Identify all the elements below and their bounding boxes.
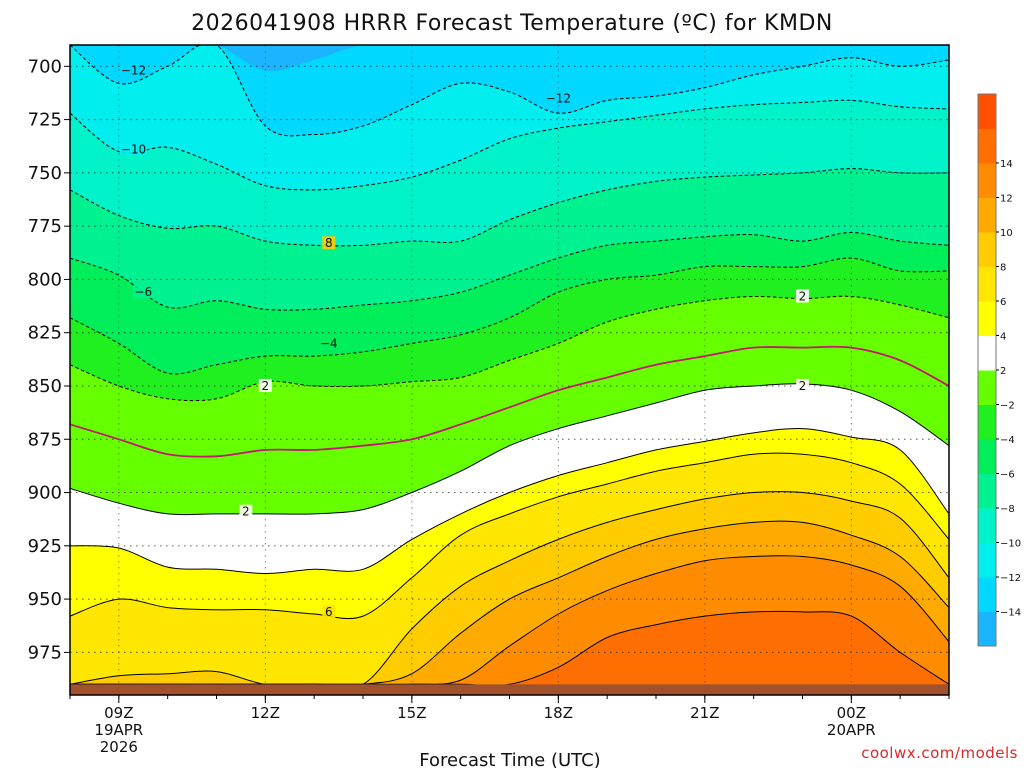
x-tick-year: 2026	[100, 738, 138, 756]
contour-label: 2	[242, 505, 250, 519]
y-tick-label: 925	[28, 536, 62, 557]
colorbar-swatch	[978, 439, 996, 474]
colorbar-swatch	[978, 473, 996, 509]
contour-label: −10	[121, 142, 146, 156]
contour-label-bg	[133, 285, 154, 299]
colorbar-label: −14	[1000, 608, 1021, 619]
isotherm-line	[70, 610, 949, 687]
isotherm-line	[70, 452, 949, 619]
band-fill	[70, 611, 949, 695]
colorbar-label: 12	[1000, 194, 1013, 205]
contour-label: 6	[325, 605, 333, 619]
isotherm-line	[70, 491, 949, 689]
temperature-fills	[70, 45, 949, 695]
contour-label: −12	[121, 64, 146, 78]
y-tick-label: 975	[28, 642, 62, 663]
y-tick-label: 775	[28, 216, 62, 237]
x-tick-label: 18Z	[544, 704, 573, 722]
colorbar-label: −12	[1000, 573, 1021, 584]
colorbar-label: 6	[1000, 297, 1006, 308]
y-tick-label: 900	[28, 483, 62, 504]
contour-label-bg	[258, 378, 272, 392]
x-tick-label: 12Z	[251, 704, 280, 722]
y-tick-label: 825	[28, 323, 62, 344]
contour-label-bg	[796, 289, 809, 303]
contour-label: 2	[799, 379, 807, 393]
isotherm-lines	[70, 45, 949, 689]
contour-label-bg	[119, 63, 147, 77]
x-tick-label: 09Z	[104, 704, 133, 722]
colorbar: −14 −12 −10 −8 −6 −4 −2 2 4 6 8 10 12 14	[977, 93, 1021, 647]
colorbar-label: 4	[1000, 332, 1006, 343]
colorbar-swatch	[978, 94, 996, 129]
contour-label: 8	[325, 236, 333, 250]
colorbar-label: −2	[1000, 401, 1015, 412]
y-tick-label: 750	[28, 163, 62, 184]
contour-label: −6	[134, 285, 152, 299]
isotherm-line	[70, 295, 949, 402]
contour-label-bg	[322, 604, 336, 618]
colorbar-swatch	[978, 266, 996, 302]
credit-text: coolwx.com/models	[861, 744, 1018, 762]
colorbar-swatch	[978, 404, 996, 440]
x-tick-label: 15Z	[397, 704, 426, 722]
isotherm-line	[70, 231, 949, 311]
contour-label: 2	[799, 289, 807, 303]
x-tick-date: 20APR	[827, 721, 876, 739]
colorbar-swatch	[978, 163, 996, 198]
x-tick-label: 00Z	[837, 704, 866, 722]
y-tick-label: 800	[28, 269, 62, 290]
contour-label-bg	[239, 504, 253, 518]
colorbar-swatch	[978, 335, 996, 371]
x-tick-date: 19APR	[94, 721, 143, 739]
y-tick-label: 700	[28, 56, 62, 77]
contour-label: −4	[320, 336, 338, 350]
colorbar-label: 10	[1000, 228, 1013, 239]
contour-labels: −12 −12 −10 8 −6 −4 2 2 2 2 6	[119, 63, 809, 619]
isotherm-line	[70, 45, 949, 137]
isotherm-line	[70, 345, 949, 458]
colorbar-swatch	[978, 370, 996, 405]
colorbar-swatch	[978, 611, 996, 647]
isotherm-line	[70, 99, 949, 191]
colorbar-label: −4	[1000, 435, 1015, 446]
colorbar-swatch	[978, 301, 996, 336]
colorbar-label: −8	[1000, 504, 1015, 515]
colorbar-swatch	[978, 508, 996, 543]
isotherm-line	[70, 257, 949, 375]
contour-label-bg	[119, 142, 147, 156]
y-tick-label: 875	[28, 429, 62, 450]
contour-label: 2	[262, 379, 270, 393]
ground-surface	[70, 684, 949, 695]
y-tick-label: 850	[28, 376, 62, 397]
contour-label-bg	[322, 236, 336, 250]
contour-label-bg	[318, 336, 339, 350]
colorbar-label: 14	[1000, 159, 1013, 170]
y-axis-ticks: 700 725 750 775 800 825 850 875 900 925 950 975	[28, 56, 70, 663]
x-tick-label: 21Z	[690, 704, 719, 722]
colorbar-swatch	[978, 232, 996, 267]
x-axis-label: Forecast Time (UTC)	[419, 750, 600, 768]
colorbar-label: 8	[1000, 263, 1006, 274]
y-tick-label: 725	[28, 110, 62, 131]
contour-label-bg	[796, 378, 809, 392]
contour-label: −12	[546, 91, 571, 105]
chart-title: 2026041908 HRRR Forecast Temperature (ºC…	[191, 11, 833, 36]
colorbar-swatch	[978, 128, 996, 164]
colorbar-label: −6	[1000, 470, 1015, 481]
contour-label-bg	[544, 91, 572, 105]
colorbar-swatch	[978, 197, 996, 233]
colorbar-label: −10	[1000, 539, 1021, 550]
isotherm-line	[70, 427, 949, 575]
colorbar-swatch	[978, 577, 996, 612]
y-tick-label: 950	[28, 589, 62, 610]
colorbar-swatch	[978, 542, 996, 578]
colorbar-label: 2	[1000, 366, 1006, 377]
